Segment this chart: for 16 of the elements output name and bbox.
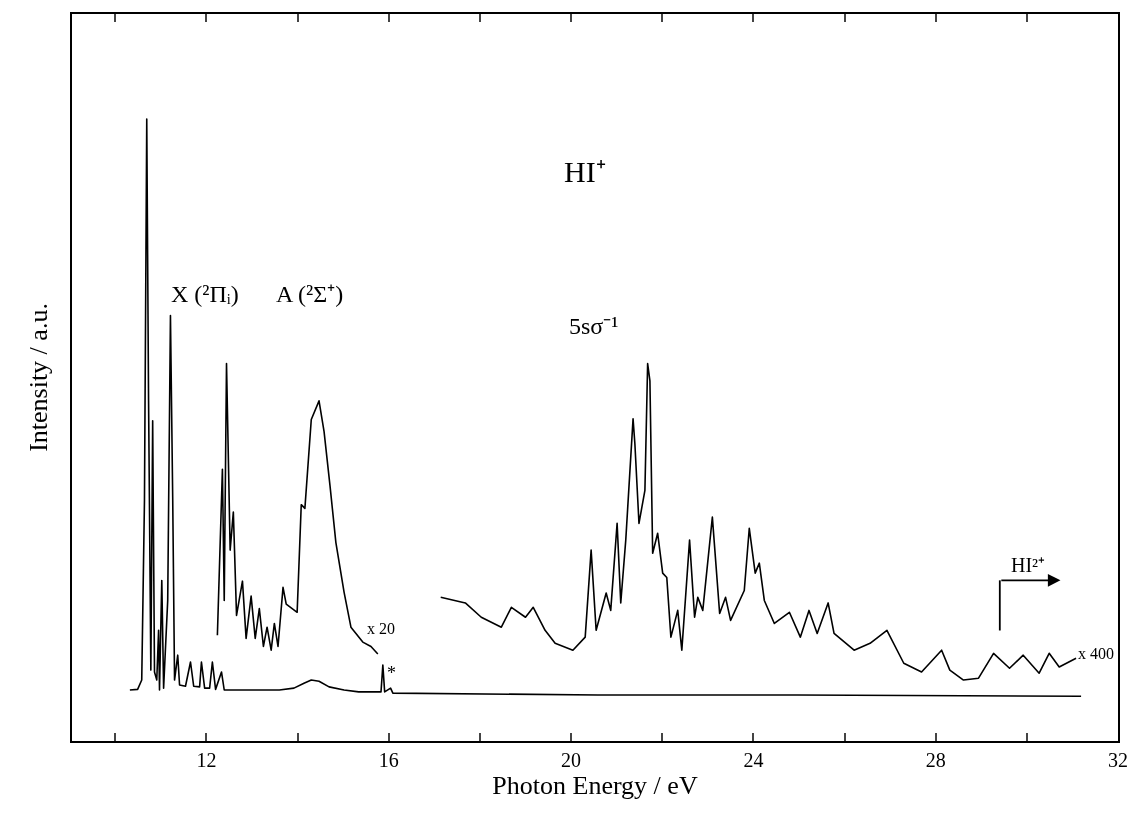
x-tick-label: 32 bbox=[1108, 748, 1128, 771]
annotation: X (²Πᵢ) bbox=[171, 281, 239, 307]
annotation: * bbox=[387, 663, 396, 683]
annotation: HI²⁺ bbox=[1011, 554, 1046, 576]
x-tick-label: 24 bbox=[743, 748, 764, 771]
annotation: x 20 bbox=[367, 620, 395, 637]
annotation: A (²Σ⁺) bbox=[276, 281, 344, 307]
x-tick-label: 16 bbox=[378, 748, 399, 771]
y-axis-title: Intensity / a.u. bbox=[24, 303, 54, 452]
x-tick-label: 12 bbox=[196, 748, 217, 771]
x-axis-title: Photon Energy / eV bbox=[492, 770, 698, 800]
annotation: x 400 bbox=[1078, 645, 1114, 662]
text: HI⁺ bbox=[563, 155, 606, 189]
annotation: 5sσ⁻¹ bbox=[569, 313, 619, 339]
x-tick-label: 28 bbox=[925, 748, 946, 771]
x-tick-label: 20 bbox=[561, 748, 582, 771]
